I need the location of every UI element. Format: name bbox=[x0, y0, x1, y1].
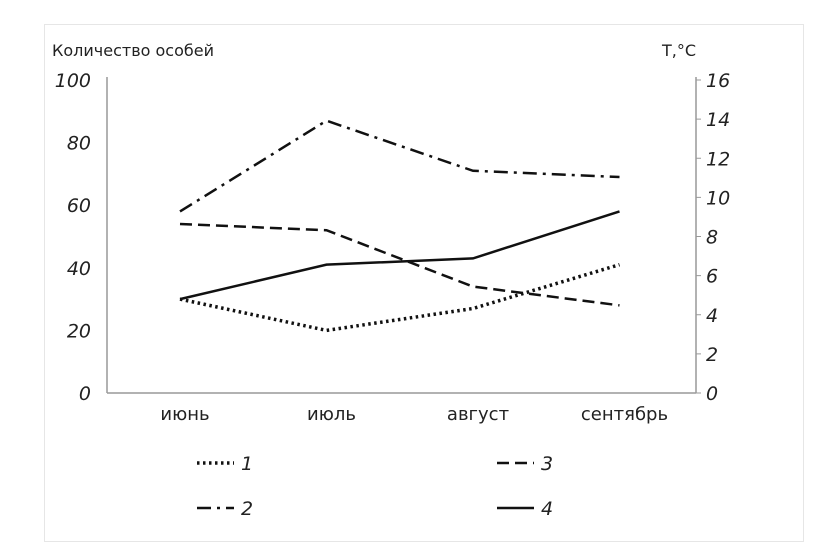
series-line-2 bbox=[179, 119, 620, 213]
chart-frame bbox=[44, 24, 804, 542]
y2-tick-label: 8 bbox=[706, 227, 718, 249]
y2-tick-label: 0 bbox=[706, 383, 718, 405]
y2-tick-label: 6 bbox=[706, 266, 718, 288]
y-tick-label: 60 bbox=[67, 195, 91, 217]
y2-tick-label: 4 bbox=[706, 305, 718, 327]
y2-tick-label: 2 bbox=[706, 344, 718, 366]
y-tick-label: 80 bbox=[67, 133, 91, 155]
y-tick-label: 100 bbox=[55, 70, 91, 92]
y2-tick-label: 12 bbox=[706, 148, 730, 170]
y2-tick-label: 16 bbox=[706, 70, 730, 92]
series-line-4 bbox=[179, 210, 620, 301]
x-tick-label: июль bbox=[307, 404, 356, 425]
y2-axis-title: T,°C bbox=[661, 41, 696, 60]
series-line-3 bbox=[179, 222, 620, 307]
y-axis-title: Количество особей bbox=[52, 41, 214, 60]
legend-label-4: 4 bbox=[541, 498, 553, 520]
y-tick-label: 20 bbox=[67, 320, 91, 342]
x-tick-label: август bbox=[447, 404, 509, 425]
y-tick-label: 0 bbox=[79, 383, 91, 405]
legend-label-3: 3 bbox=[541, 453, 553, 475]
legend-label-1: 1 bbox=[241, 453, 253, 475]
y2-tick-label: 14 bbox=[706, 109, 730, 131]
series-line-1 bbox=[179, 262, 621, 333]
legend-label-2: 2 bbox=[241, 498, 253, 520]
y2-tick-label: 10 bbox=[706, 187, 730, 209]
x-tick-label: сентябрь bbox=[581, 404, 668, 425]
y-tick-label: 40 bbox=[67, 258, 91, 280]
x-tick-label: июнь bbox=[160, 404, 209, 425]
